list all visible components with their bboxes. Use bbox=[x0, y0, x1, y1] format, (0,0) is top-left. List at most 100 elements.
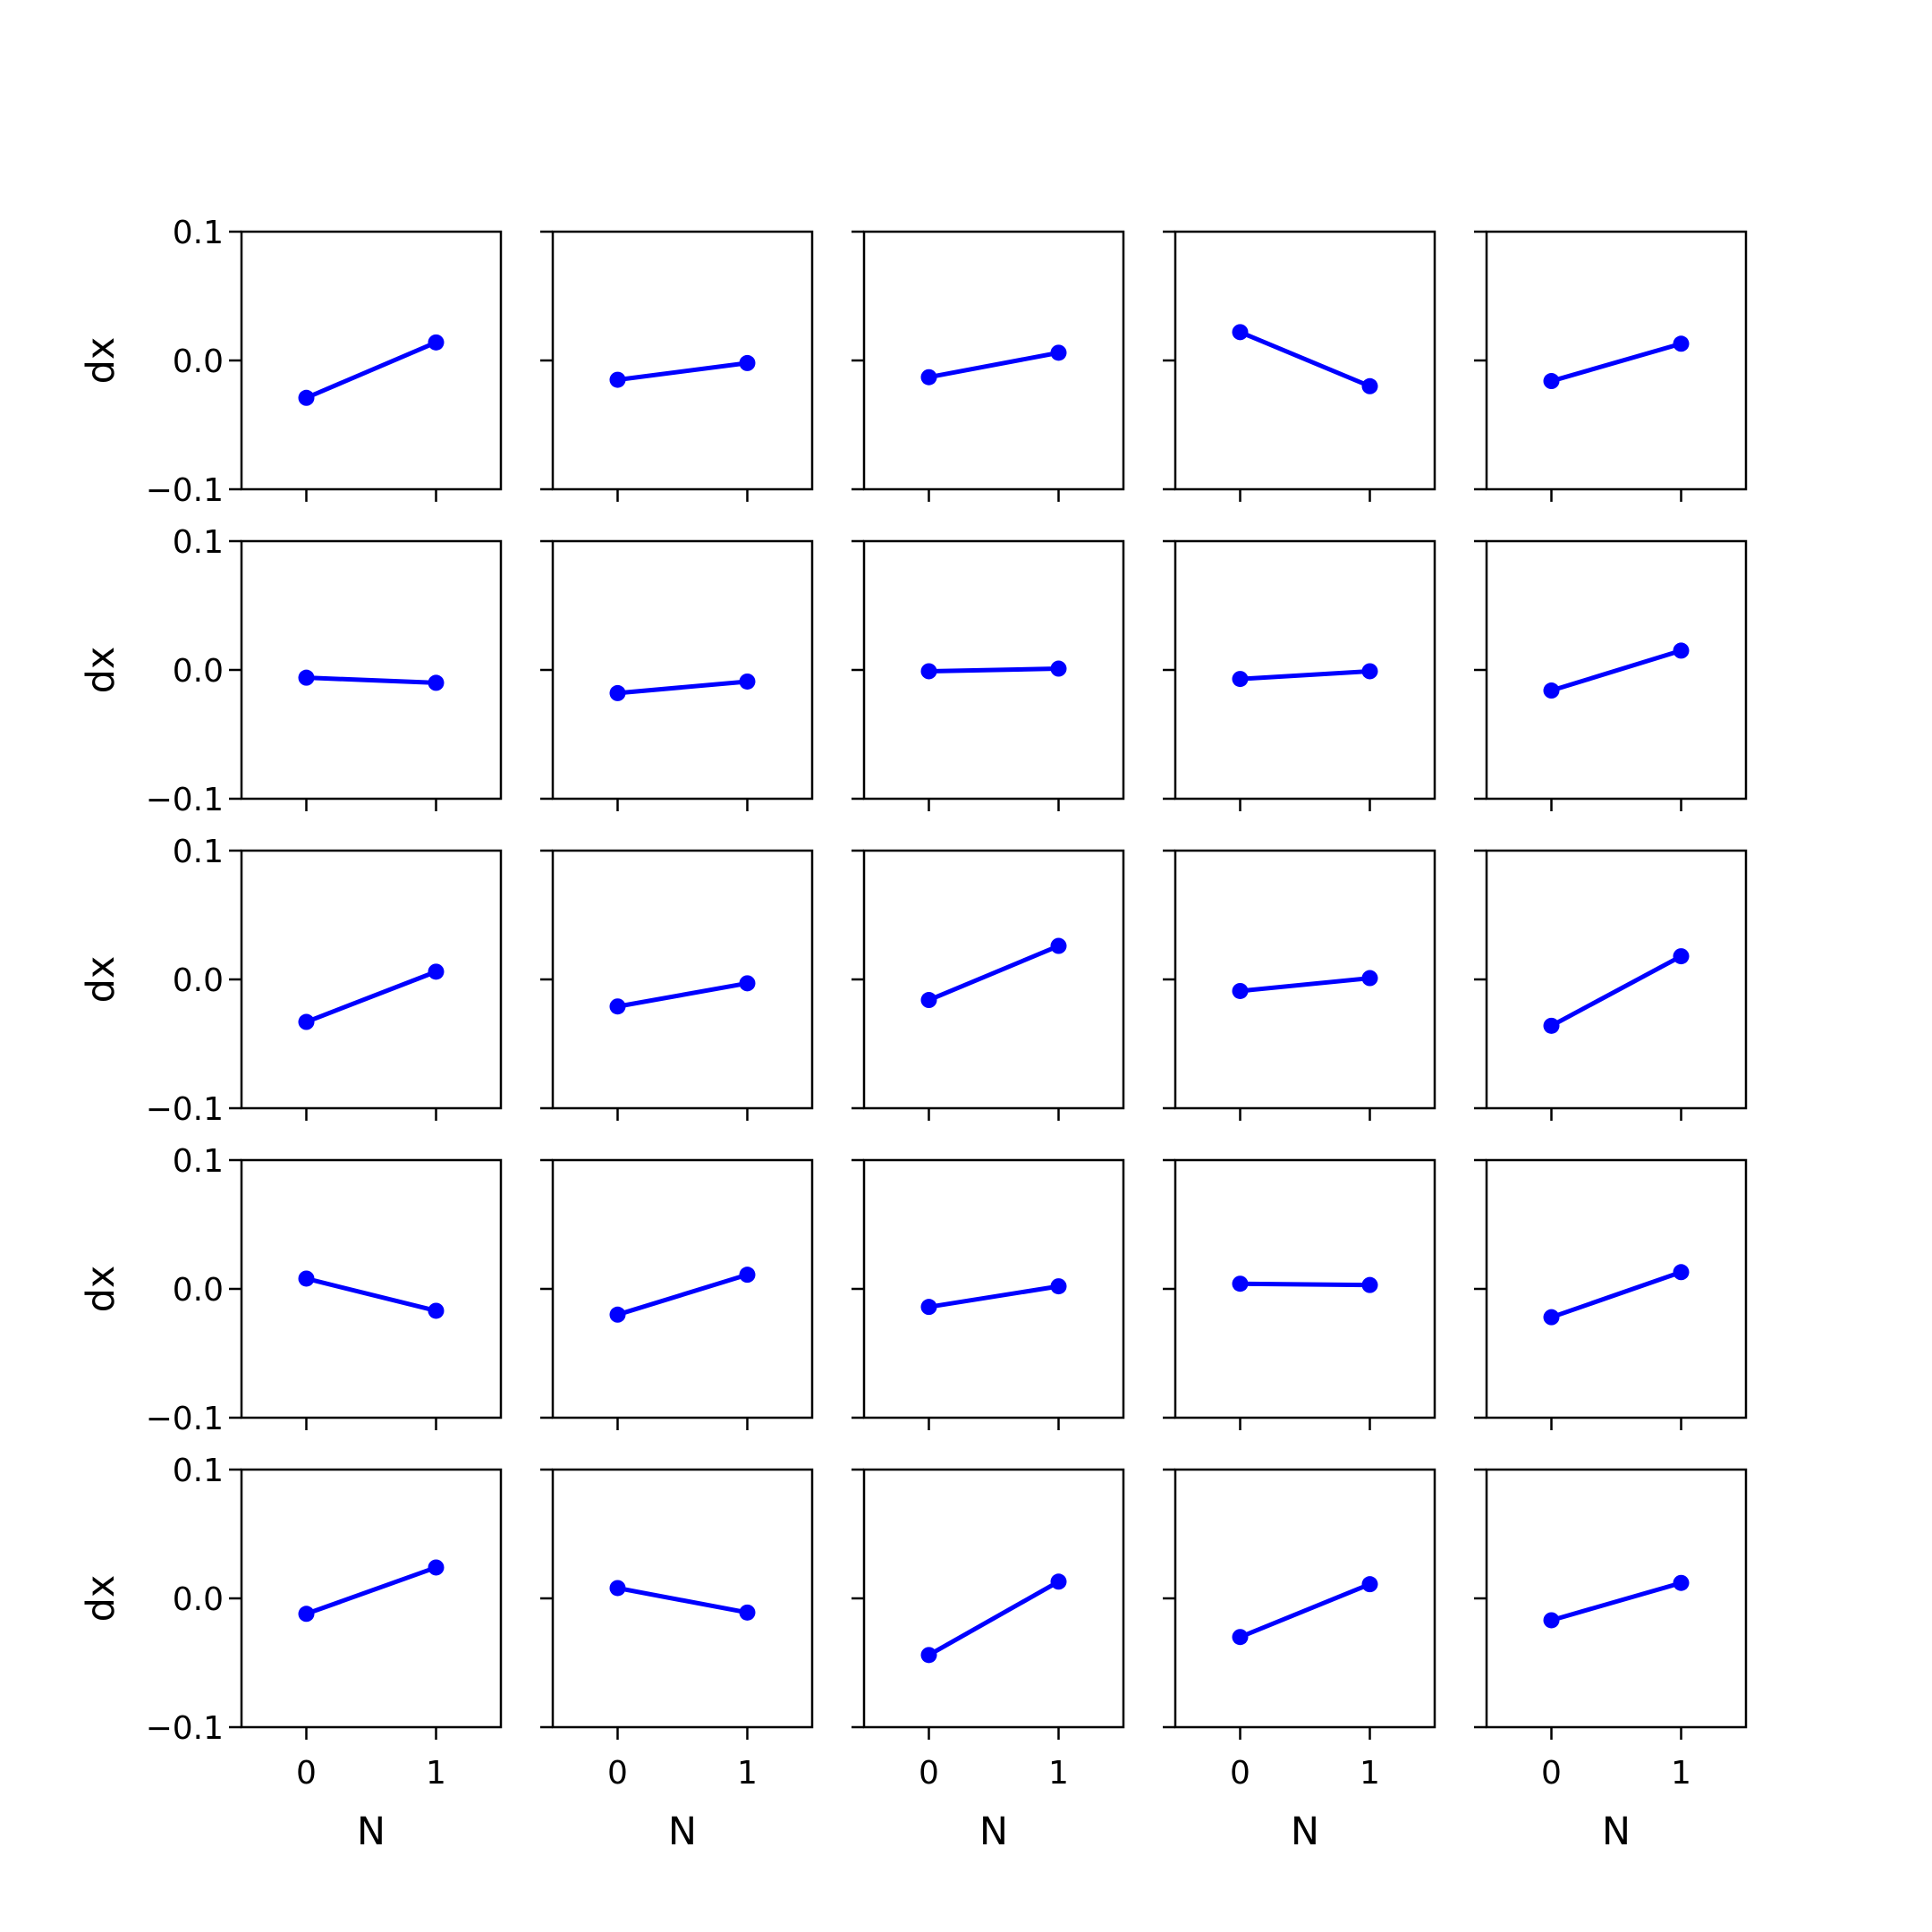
data-point bbox=[1232, 671, 1249, 688]
data-point bbox=[1361, 663, 1378, 680]
x-axis-label: N bbox=[979, 1809, 1008, 1854]
data-point bbox=[1050, 1278, 1067, 1295]
subplot-r4-c5 bbox=[1474, 1158, 1748, 1430]
data-point bbox=[428, 674, 445, 691]
data-point bbox=[920, 1299, 937, 1316]
data-point bbox=[609, 684, 626, 701]
data-point bbox=[1543, 682, 1560, 699]
x-axis-label: N bbox=[357, 1809, 386, 1854]
subplot-r1-c4 bbox=[1163, 230, 1436, 502]
series-line bbox=[1239, 330, 1371, 389]
data-point bbox=[920, 1647, 937, 1664]
data-point bbox=[1050, 1573, 1067, 1590]
y-tick-label: 0.1 bbox=[173, 834, 224, 870]
data-point bbox=[1673, 335, 1690, 352]
data-point bbox=[609, 371, 626, 388]
subplot-r3-c1: 0.1 0.0 −0.1 dx bbox=[79, 834, 503, 1128]
subplot-grid: 0.10.0−0.1dx0.10.0−0.1dx0.10.0−0.1dx0.10… bbox=[79, 215, 1748, 1854]
y-tick-label: 0.1 bbox=[173, 524, 224, 561]
series-line bbox=[617, 1586, 748, 1615]
subplot-r5-c5: 0 1 N bbox=[1474, 1468, 1748, 1854]
data-point bbox=[739, 673, 756, 690]
y-tick-label: 0.0 bbox=[173, 653, 224, 690]
data-point bbox=[1232, 982, 1249, 999]
data-point bbox=[1543, 1612, 1560, 1629]
series-line bbox=[1240, 976, 1370, 994]
data-point bbox=[298, 1606, 315, 1623]
subplot-r5-c3: 0 1 N bbox=[852, 1468, 1125, 1854]
data-point bbox=[1673, 642, 1690, 659]
data-point bbox=[1543, 373, 1560, 390]
data-point bbox=[298, 1013, 315, 1030]
data-point bbox=[739, 1604, 756, 1621]
data-point bbox=[1232, 1629, 1249, 1646]
x-tick-label: 1 bbox=[1360, 1755, 1380, 1792]
data-point bbox=[1543, 1309, 1560, 1326]
subplot-r1-c3 bbox=[852, 230, 1125, 502]
series-line bbox=[1550, 953, 1682, 1029]
y-tick-label: 0.0 bbox=[173, 962, 224, 999]
subplot-r4-c2 bbox=[540, 1158, 814, 1430]
data-point bbox=[1673, 948, 1690, 965]
subplot-r3-c5 bbox=[1474, 849, 1748, 1121]
data-point bbox=[428, 1559, 445, 1576]
data-point bbox=[428, 1302, 445, 1319]
series-line bbox=[1550, 1580, 1682, 1623]
y-axis-label: dx bbox=[79, 1575, 123, 1623]
series-line bbox=[928, 1580, 1060, 1657]
y-axis-label: dx bbox=[79, 1266, 123, 1313]
data-point bbox=[1050, 937, 1067, 954]
subplot-r5-c1: 0.1 0.0 −0.1 0 1 dx N bbox=[79, 1453, 503, 1854]
subplot-r2-c3 bbox=[852, 539, 1125, 811]
x-tick-label: 0 bbox=[1230, 1755, 1250, 1792]
series-line bbox=[305, 340, 437, 401]
x-axis-label: N bbox=[1291, 1809, 1319, 1854]
series-line bbox=[1550, 341, 1682, 384]
subplot-r4-c1: 0.1 0.0 −0.1 dx bbox=[79, 1143, 503, 1437]
data-point bbox=[298, 1270, 315, 1287]
data-point bbox=[1673, 1264, 1690, 1281]
data-point bbox=[1543, 1017, 1560, 1034]
series-line bbox=[928, 350, 1059, 380]
subplot-r3-c2 bbox=[540, 849, 814, 1121]
x-tick-label: 0 bbox=[607, 1755, 628, 1792]
data-point bbox=[1361, 1276, 1378, 1293]
series-line bbox=[305, 970, 437, 1024]
subplot-r4-c4 bbox=[1163, 1158, 1436, 1430]
subplot-r1-c5 bbox=[1474, 230, 1748, 502]
data-point bbox=[1232, 1275, 1249, 1292]
data-point bbox=[1050, 660, 1067, 677]
y-tick-label: −0.1 bbox=[146, 472, 224, 509]
data-point bbox=[298, 389, 315, 406]
series-line bbox=[928, 944, 1060, 1003]
series-line bbox=[617, 980, 748, 1009]
x-tick-label: 0 bbox=[919, 1755, 939, 1792]
data-point bbox=[1361, 377, 1378, 394]
subplot-r3-c4 bbox=[1163, 849, 1436, 1121]
series-line bbox=[1550, 648, 1682, 693]
x-tick-label: 1 bbox=[737, 1755, 758, 1792]
subplot-r4-c3 bbox=[852, 1158, 1125, 1430]
data-point bbox=[609, 1580, 626, 1597]
data-point bbox=[609, 998, 626, 1015]
y-axis-label: dx bbox=[79, 337, 123, 385]
series-line bbox=[928, 1284, 1059, 1309]
subplot-r2-c5 bbox=[1474, 539, 1748, 811]
series-line bbox=[928, 666, 1059, 674]
data-point bbox=[609, 1306, 626, 1323]
y-tick-label: 0.1 bbox=[173, 1143, 224, 1180]
series-line bbox=[306, 675, 436, 685]
x-tick-label: 0 bbox=[1541, 1755, 1562, 1792]
subplot-r2-c4 bbox=[1163, 539, 1436, 811]
x-tick-label: 0 bbox=[296, 1755, 317, 1792]
data-point bbox=[298, 669, 315, 686]
x-tick-label: 1 bbox=[1671, 1755, 1691, 1792]
data-point bbox=[1361, 970, 1378, 987]
series-line bbox=[1550, 1269, 1682, 1320]
subplot-r1-c1: 0.1 0.0 −0.1 dx bbox=[79, 215, 503, 509]
series-line bbox=[617, 360, 748, 383]
series-line bbox=[616, 1272, 749, 1318]
data-point bbox=[1673, 1574, 1690, 1591]
